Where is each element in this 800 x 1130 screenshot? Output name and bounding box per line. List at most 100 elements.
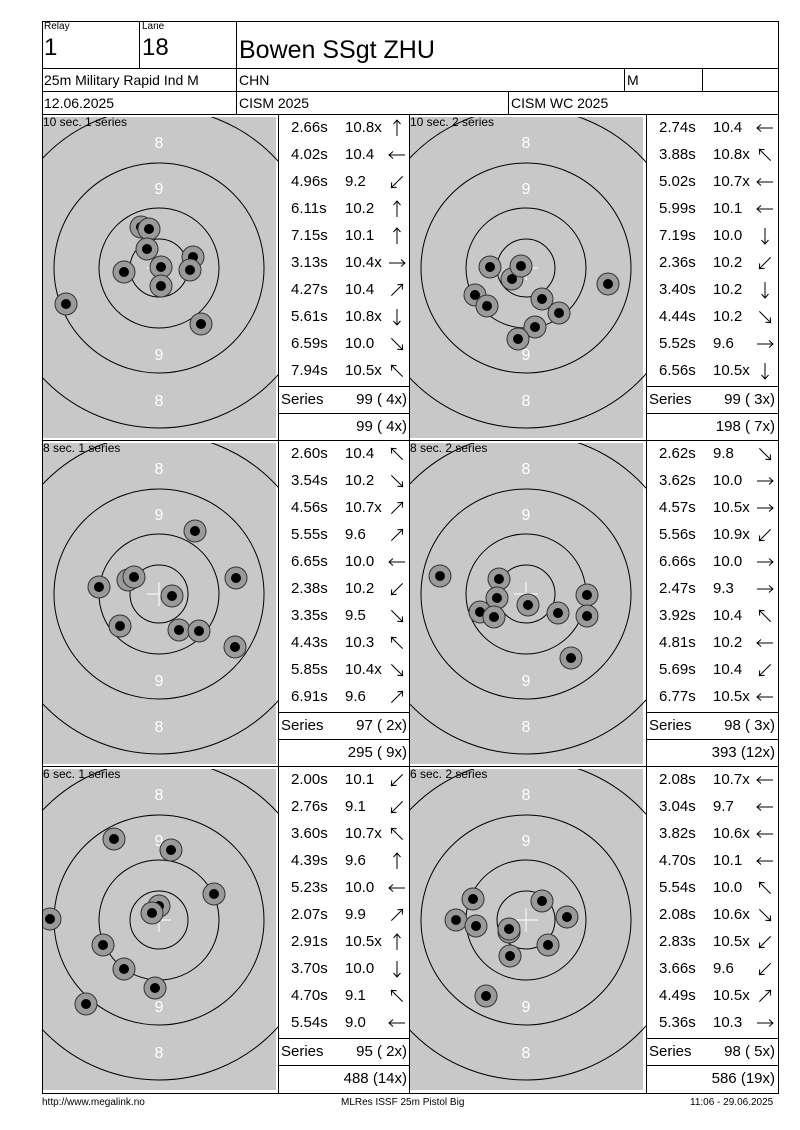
series-label: Series [649,1043,692,1060]
shot-score: 10.5x [345,362,382,379]
series-label: Series [281,391,324,408]
shot-hole [509,254,533,278]
direction-arrow-icon [756,830,773,838]
target-ring [43,769,279,1081]
shot-row: 5.56s 10.9x [647,521,778,548]
direction-arrow-icon [758,881,772,895]
shot-row: 4.27s 10.4 [279,276,410,303]
shot-time: 6.59s [291,335,328,352]
shot-row: 3.04s 9.7 [647,793,778,820]
shot-time: 5.52s [659,335,696,352]
shot-hole [547,301,571,325]
scorecard-frame [42,21,779,1094]
ring-number: 8 [155,1045,164,1062]
shot-hole [461,887,485,911]
shot-hole [546,601,570,625]
shot-time: 3.35s [291,607,328,624]
target-panel: 8 9 9 8 6 sec. 1 series [43,767,279,1092]
target-panel: 8 9 9 8 8 sec. 1 series [43,441,279,766]
direction-arrow-icon [757,1019,774,1027]
shot-score: 10.9x [713,526,750,543]
shot-hole [178,258,202,282]
shot-time: 4.43s [291,634,328,651]
shot-hole [183,519,207,543]
direction-arrow-icon [756,124,773,132]
ring-number: 8 [522,787,531,804]
ring-number: 8 [155,393,164,410]
shot-score: 9.8 [713,445,734,462]
target-ring [43,443,279,755]
direction-arrow-icon [757,340,774,348]
series-label: Series [281,1043,324,1060]
shot-row: 3.82s 10.6x [647,820,778,847]
shot-hole [91,933,115,957]
shot-time: 3.13s [291,254,328,271]
direction-arrow-icon [388,1019,405,1027]
shot-time: 2.08s [659,771,696,788]
direction-arrow-icon [388,884,405,892]
shot-hole [444,908,468,932]
shot-time: 2.91s [291,933,328,950]
shot-hole [140,901,164,925]
direction-arrow-icon [393,933,401,950]
target-ring [420,814,632,1026]
shot-time: 2.08s [659,906,696,923]
target-ring [410,117,646,429]
shot-score: 10.6x [713,906,750,923]
direction-arrow-icon [393,119,401,136]
direction-arrow-icon [390,337,404,351]
series-title: 6 sec. 2 series [410,767,488,781]
ring-number: 8 [522,393,531,410]
shot-row: 2.00s 10.1 [279,766,410,793]
shot-score: 10.5x [713,362,750,379]
shot-time: 2.66s [291,119,328,136]
direction-arrow-icon [756,803,773,811]
direction-arrow-icon [758,447,772,461]
shot-row: 2.07s 9.9 [279,901,410,928]
shot-score: 10.1 [713,200,743,217]
shot-time: 5.54s [659,879,696,896]
direction-arrow-icon [390,908,404,922]
shot-time: 5.02s [659,173,696,190]
target-panel: 8 9 9 8 10 sec. 1 series [43,115,279,440]
direction-arrow-icon [756,693,773,701]
shot-score: 10.7x [345,825,382,842]
target-svg: 8 9 9 8 [410,769,646,1090]
shot-row: 4.96s 9.2 [279,168,410,195]
shot-score: 10.7x [713,173,750,190]
shot-list: 2.66s 10.8x 4.02s 10.4 4.96s 9.2 6.11s 10.2 7.15… [279,114,410,440]
shot-score: 9.1 [345,987,366,1004]
header-divider [236,21,237,114]
direction-arrow-icon [758,148,772,162]
shot-row: 6.59s 10.0 [279,330,410,357]
shot-row: 5.02s 10.7x [647,168,778,195]
shot-row: 2.60s 10.4 [279,440,410,467]
direction-arrow-icon [756,639,773,647]
shot-time: 3.70s [291,960,328,977]
direction-arrow-icon [390,447,404,461]
shot-hole [575,604,599,628]
shot-hole [187,619,211,643]
shot-hole [135,237,159,261]
shot-row: 5.61s 10.8x [279,303,410,330]
shot-hole [428,564,452,588]
direction-arrow-icon [756,776,773,784]
direction-arrow-icon [390,609,404,623]
target-ring [496,890,556,950]
shot-hole [516,593,540,617]
shot-time: 2.38s [291,580,328,597]
shot-score: 9.2 [345,173,366,190]
shot-hole [74,992,98,1016]
series-title: 8 sec. 2 series [410,441,488,455]
shot-score: 10.0 [345,335,375,352]
ring-number: 9 [155,999,164,1016]
shot-row: 5.85s 10.4x [279,656,410,683]
shot-row: 6.56s 10.5x [647,357,778,384]
target-svg: 8 9 9 8 [43,769,279,1090]
shot-row: 5.23s 10.0 [279,874,410,901]
shot-score: 10.0 [345,879,375,896]
shot-time: 7.94s [291,362,328,379]
shot-row: 2.38s 10.2 [279,575,410,602]
shot-time: 3.04s [659,798,696,815]
direction-arrow-icon [393,309,401,326]
